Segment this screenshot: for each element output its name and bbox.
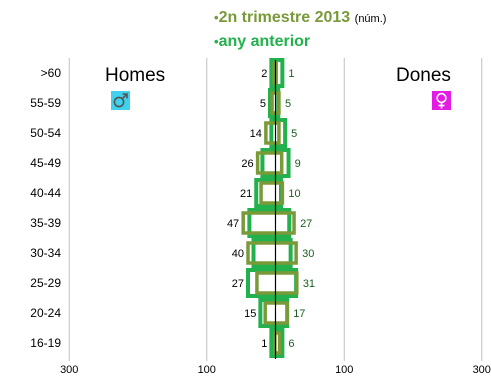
category-label: 20-24 [30,306,61,320]
x-tick-label: 100 [198,364,216,376]
bar-current [273,331,282,355]
bar-current [255,271,299,295]
legend-unit: (núm.) [354,13,387,25]
x-tick-label: 100 [335,364,353,376]
data-label-men: 1 [261,338,267,350]
bar-previous [269,58,285,88]
category-label: 55-59 [30,96,61,110]
data-label-women: 6 [288,338,294,350]
category-label: 35-39 [30,216,61,230]
data-label-women: 5 [291,128,297,140]
bar-previous [269,328,285,358]
legend-item-previous: •any anterior [214,33,310,51]
data-label-women: 30 [302,248,314,260]
men-label: Homes [105,65,166,86]
data-label-women: 9 [295,158,301,170]
legend-bullet-current: • [214,10,219,25]
bar-current [241,211,296,235]
x-tick-label: 300 [473,364,491,376]
female-symbol-icon [432,91,451,110]
bar-current [246,241,298,265]
category-label: 25-29 [30,276,61,290]
category-label: 16-19 [30,336,61,350]
category-label: 45-49 [30,156,61,170]
data-label-men: 40 [232,248,244,260]
male-symbol-icon [111,91,130,110]
data-label-men: 27 [232,278,244,290]
data-label-women: 1 [288,68,294,80]
data-label-women: 10 [288,188,300,200]
category-label: 40-44 [30,186,61,200]
bar-previous [269,118,288,148]
data-label-men: 15 [244,308,256,320]
legend-bullet-previous: • [214,34,219,49]
data-label-men: 21 [240,188,252,200]
data-label-men: 26 [241,158,253,170]
category-label: 30-34 [30,246,61,260]
legend-label-current: 2n trimestre 2013 [218,9,351,26]
bar-previous [251,238,293,268]
category-label: 50-54 [30,126,61,140]
x-tick-label: 300 [60,364,78,376]
data-label-men: 2 [261,68,267,80]
data-label-women: 27 [300,218,312,230]
bar-current [263,301,289,325]
data-label-women: 31 [303,278,315,290]
women-label: Dones [396,65,451,86]
data-label-men: 47 [227,218,239,230]
bar-current [259,181,285,205]
data-label-women: 5 [285,98,291,110]
data-label-men: 5 [260,98,266,110]
legend-item-current: •2n trimestre 2013 (núm.) [214,9,386,27]
bar-previous [247,208,292,238]
category-label: >60 [41,66,62,80]
legend-label-previous: any anterior [218,33,311,50]
data-label-women: 17 [293,308,305,320]
bar-current [264,121,281,145]
bar-current [255,151,284,175]
data-label-men: 14 [250,128,262,140]
